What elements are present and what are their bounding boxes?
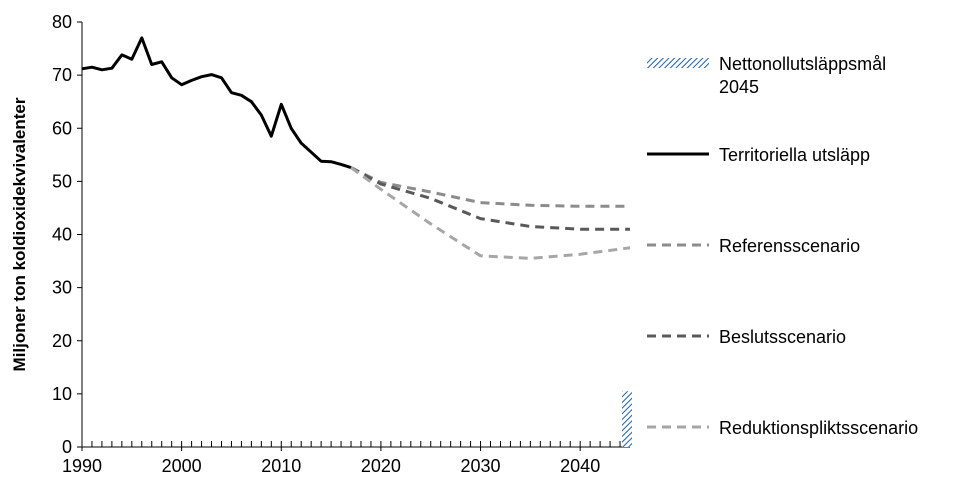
legend-swatch-reference bbox=[645, 235, 711, 255]
y-tick-label: 50 bbox=[52, 171, 72, 191]
y-tick-label: 40 bbox=[52, 225, 72, 245]
legend-item-territorial: Territoriella utsläpp bbox=[645, 144, 870, 167]
series-line-beslutsscenario bbox=[350, 166, 630, 231]
legend-label-territorial: Territoriella utsläpp bbox=[719, 145, 871, 165]
legend: Nettonollutsläppsmål 2045 Territoriella … bbox=[645, 0, 958, 479]
legend-item-decision: Beslutsscenario bbox=[645, 326, 846, 349]
legend-swatch-target bbox=[645, 53, 711, 73]
y-tick-label: 60 bbox=[52, 118, 72, 138]
legend-swatch-territorial bbox=[645, 144, 711, 164]
x-tick-label: 2010 bbox=[261, 456, 301, 476]
legend-label-target: Nettonollutsläppsmål 2045 bbox=[719, 54, 887, 97]
y-tick-label: 0 bbox=[62, 437, 72, 457]
legend-item-target: Nettonollutsläppsmål 2045 bbox=[645, 53, 886, 99]
y-tick-label: 10 bbox=[52, 384, 72, 404]
y-axis-label: Miljoner ton koldioxidekvivalenter bbox=[10, 97, 29, 371]
y-tick-label: 70 bbox=[52, 65, 72, 85]
legend-item-reduction: Reduktionspliktsscenario bbox=[645, 417, 918, 440]
series-line-territoriella-utsl-pp bbox=[81, 36, 352, 170]
series-line-reduktionspliktsscenario bbox=[350, 166, 631, 260]
legend-swatch-reduction bbox=[645, 417, 711, 437]
legend-label-reduction: Reduktionspliktsscenario bbox=[719, 418, 919, 438]
legend-swatch-decision bbox=[645, 326, 711, 346]
x-tick-label: 2030 bbox=[461, 456, 501, 476]
legend-label-reference: Referensscenario bbox=[719, 236, 861, 256]
x-tick-label: 2040 bbox=[560, 456, 600, 476]
x-tick-label: 2000 bbox=[162, 456, 202, 476]
x-tick-label: 1990 bbox=[62, 456, 102, 476]
y-tick-label: 20 bbox=[52, 331, 72, 351]
legend-label-decision: Beslutsscenario bbox=[719, 327, 847, 347]
legend-item-reference: Referensscenario bbox=[645, 235, 860, 258]
y-tick-label: 30 bbox=[52, 278, 72, 298]
target-bar bbox=[622, 391, 632, 447]
y-tick-label: 80 bbox=[52, 12, 72, 32]
x-tick-label: 2020 bbox=[361, 456, 401, 476]
